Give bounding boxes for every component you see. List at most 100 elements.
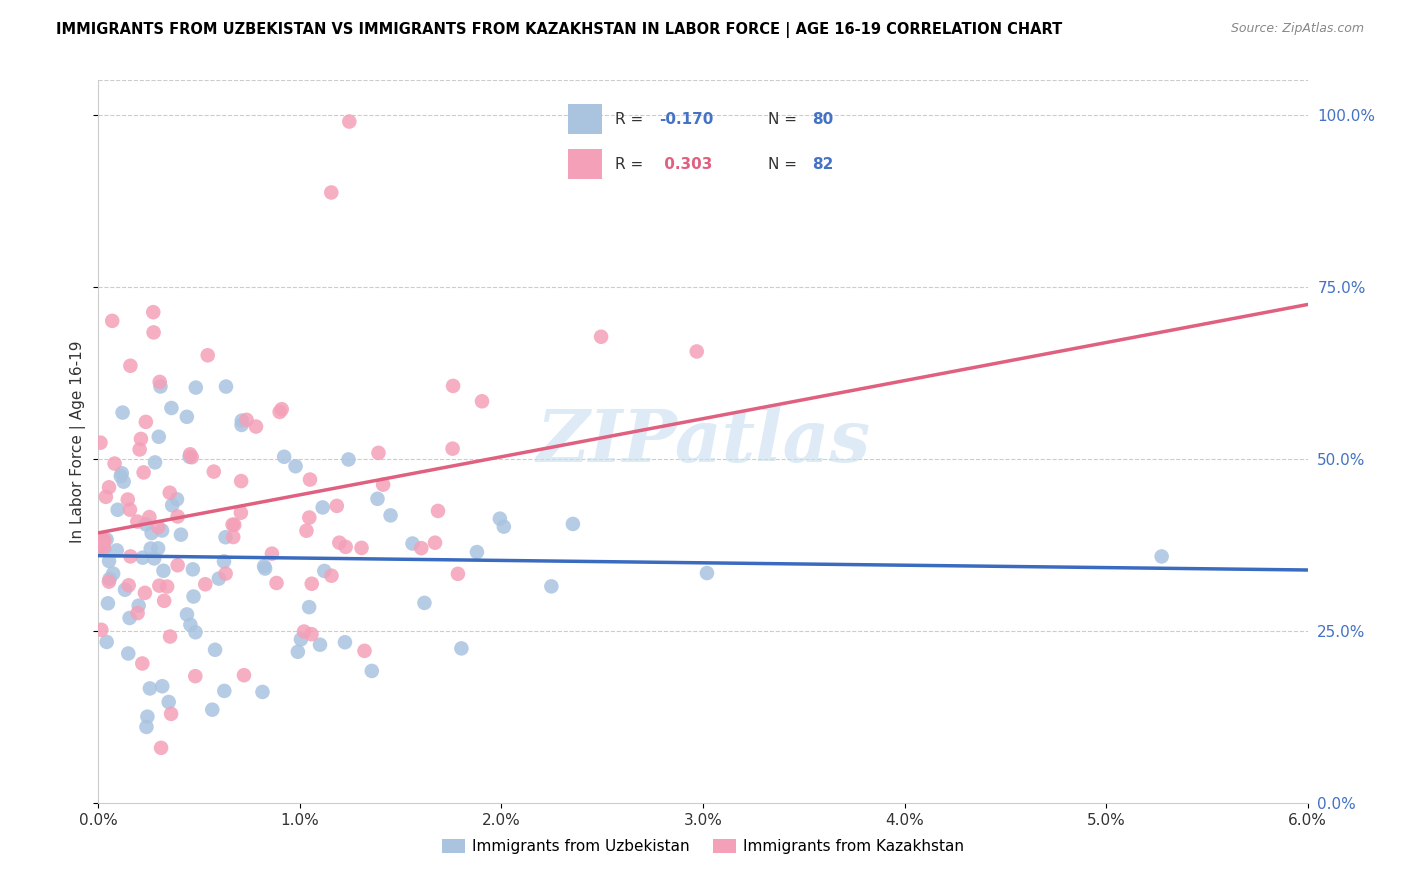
Point	[183, 590, 205, 604]
Point	[148, 579, 170, 593]
Point	[166, 558, 188, 573]
Point	[180, 450, 202, 465]
Point	[96, 533, 118, 547]
Point	[160, 499, 183, 513]
Point	[150, 740, 173, 755]
Point	[97, 574, 120, 589]
Point	[298, 510, 321, 524]
Point	[215, 379, 238, 393]
Point	[118, 611, 141, 625]
Point	[489, 511, 512, 525]
Point	[423, 535, 446, 549]
Point	[353, 644, 375, 658]
Point	[142, 305, 165, 319]
Point	[96, 635, 118, 649]
Point	[366, 491, 388, 506]
Point	[337, 114, 360, 128]
Point	[254, 561, 277, 575]
Point	[112, 475, 135, 489]
Point	[184, 625, 207, 640]
Point	[540, 579, 562, 593]
Point	[337, 452, 360, 467]
Point	[314, 564, 336, 578]
Point	[176, 409, 198, 424]
Point	[90, 539, 112, 553]
Point	[129, 432, 152, 446]
Point	[411, 541, 433, 556]
Point	[135, 415, 157, 429]
Point	[333, 635, 356, 649]
Point	[326, 499, 349, 513]
Point	[350, 541, 373, 555]
Point	[686, 344, 709, 359]
Point	[696, 566, 718, 580]
Text: ZIPatlas: ZIPatlas	[536, 406, 870, 477]
Y-axis label: In Labor Force | Age 16-19: In Labor Force | Age 16-19	[69, 340, 86, 543]
Point	[152, 564, 174, 578]
Point	[465, 545, 488, 559]
Point	[101, 314, 124, 328]
Point	[98, 480, 121, 494]
Point	[214, 566, 236, 581]
Point	[202, 465, 225, 479]
Point	[135, 720, 157, 734]
Point	[170, 527, 193, 541]
Point	[413, 596, 436, 610]
Point	[266, 576, 288, 591]
Point	[135, 517, 157, 532]
Point	[371, 477, 394, 491]
Point	[146, 541, 169, 556]
Point	[107, 502, 129, 516]
Point	[290, 632, 312, 647]
Point	[184, 381, 207, 395]
Point	[197, 348, 219, 362]
Point	[98, 572, 121, 586]
Point	[201, 703, 224, 717]
Point	[260, 547, 283, 561]
Point	[284, 459, 307, 474]
Point	[89, 435, 111, 450]
Point	[93, 541, 115, 555]
Point	[114, 582, 136, 597]
Point	[194, 577, 217, 591]
Point	[214, 530, 236, 544]
Point	[159, 630, 181, 644]
Point	[117, 492, 139, 507]
Point	[127, 515, 149, 529]
Point	[204, 642, 226, 657]
Point	[179, 617, 201, 632]
Point	[127, 606, 149, 620]
Point	[233, 668, 256, 682]
Point	[221, 517, 243, 532]
Point	[98, 554, 121, 568]
Point	[471, 394, 494, 409]
Point	[148, 430, 170, 444]
Point	[179, 447, 201, 461]
Point	[309, 638, 332, 652]
Point	[212, 554, 235, 568]
Point	[120, 549, 142, 564]
Point	[136, 709, 159, 723]
Point	[94, 490, 117, 504]
Point	[157, 695, 180, 709]
Point	[150, 524, 173, 538]
Point	[117, 647, 139, 661]
Point	[118, 578, 141, 592]
Point	[111, 467, 134, 481]
Point	[138, 510, 160, 524]
Point	[93, 542, 115, 557]
Point	[492, 519, 515, 533]
Point	[235, 413, 257, 427]
Point	[208, 572, 231, 586]
Point	[90, 623, 112, 637]
Point	[360, 664, 382, 678]
Point	[118, 502, 141, 516]
Point	[321, 186, 343, 200]
Point	[153, 594, 176, 608]
Point	[231, 414, 253, 428]
Point	[179, 450, 201, 464]
Point	[132, 466, 155, 480]
Point	[321, 568, 343, 582]
Point	[176, 607, 198, 622]
Point	[150, 679, 173, 693]
